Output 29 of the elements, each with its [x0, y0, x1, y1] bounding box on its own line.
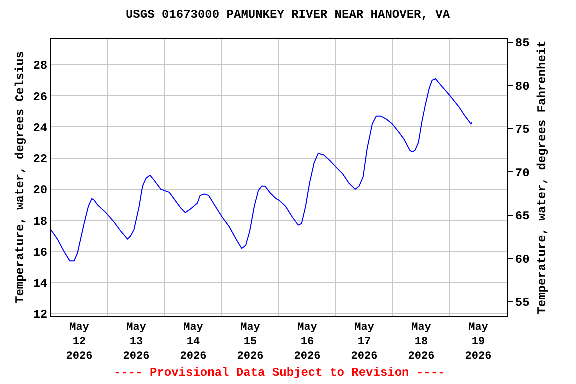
x-tick-label: May 18 2026 [408, 322, 435, 363]
text: ---- Provisional Data Subject to Revision ---- [114, 366, 446, 380]
x-tick-label: May 17 2026 [351, 322, 378, 363]
y2-tick-label: 65 [515, 210, 530, 224]
y-tick-label: 26 [33, 90, 48, 104]
x-tick-label: May 12 2026 [66, 322, 93, 363]
y-tick-label: 20 [33, 184, 48, 198]
y-tick-label: 16 [33, 246, 48, 260]
y-tick-label: 12 [33, 308, 48, 322]
y-tick-label: 28 [33, 59, 48, 74]
x-tick-label: May 19 2026 [465, 322, 492, 363]
y-axis-title: Temperature, water, degrees Celsius [13, 51, 28, 304]
chart-title: USGS 01673000 PAMUNKEY RIVER NEAR HANOVER, VA [126, 8, 451, 22]
x-tick-label: May 14 2026 [180, 322, 207, 363]
y2-tick-label: 70 [515, 166, 530, 180]
y-tick-label: 22 [33, 152, 48, 167]
y2-tick-label: 60 [515, 252, 530, 267]
y2-axis-title: Temperature, water, degrees Fahrenheit [536, 40, 550, 314]
x-tick-label: May 15 2026 [237, 322, 264, 363]
y-tick-label: 14 [33, 277, 48, 292]
y2-tick-label: 55 [515, 296, 530, 310]
y-tick-label: 24 [33, 121, 48, 136]
y2-tick-label: 85 [515, 36, 530, 51]
y2-tick-label: 75 [515, 123, 530, 138]
y-tick-label: 18 [33, 214, 48, 229]
x-tick-label: May 13 2026 [123, 322, 150, 363]
y2-tick-label: 80 [515, 80, 530, 94]
line-series [51, 78, 473, 262]
x-tick-label: May 16 2026 [294, 322, 321, 363]
